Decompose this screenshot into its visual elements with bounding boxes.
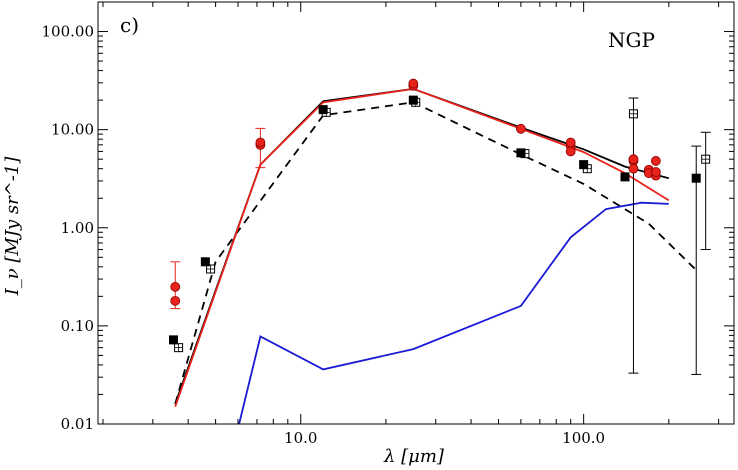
x-axis-title: λ [μm] <box>383 446 445 467</box>
plot-area <box>169 78 711 424</box>
red-data-point <box>565 137 576 148</box>
series-line-total-model <box>174 87 670 405</box>
y-tick-label: 1.00 <box>61 219 94 237</box>
series-line-model-dashed- <box>174 101 697 405</box>
red-data-point <box>255 137 266 148</box>
filled-square-point <box>579 160 589 170</box>
red-data-point <box>650 167 661 177</box>
panel-label: c) <box>120 13 139 37</box>
filled-square-point <box>169 335 179 345</box>
y-tick-label: 0.10 <box>61 317 94 335</box>
red-data-point <box>515 123 526 134</box>
filled-square-point <box>408 95 418 105</box>
filled-square-point <box>516 148 526 158</box>
plot-frame <box>97 1 735 425</box>
y-tick-label: 10.00 <box>51 121 94 139</box>
x-tick-label: 100.0 <box>562 429 605 447</box>
red-data-point <box>170 281 181 292</box>
red-data-point <box>628 163 639 174</box>
y-tick-label: 0.01 <box>61 415 94 433</box>
region-label: NGP <box>608 28 655 52</box>
filled-square-point <box>318 105 328 115</box>
y-tick-label: 100.00 <box>42 23 95 41</box>
axes: 0.01 0.10 1.00 10.00 100.00 10.0 100.0 <box>42 1 735 447</box>
filled-square-point <box>620 172 630 182</box>
series-line-blue-model <box>238 201 669 424</box>
red-data-point <box>628 154 639 165</box>
red-data-point <box>408 78 419 89</box>
x-tick-label: 10.0 <box>284 429 317 447</box>
filled-square-point <box>200 257 210 267</box>
filled-square-point <box>691 173 701 183</box>
red-data-point <box>650 156 661 166</box>
red-data-point <box>170 295 181 306</box>
y-axis-title: I_ν [MJy sr^-1] <box>2 156 23 297</box>
red-data-point <box>565 146 576 157</box>
series-line-red-model <box>174 87 670 407</box>
